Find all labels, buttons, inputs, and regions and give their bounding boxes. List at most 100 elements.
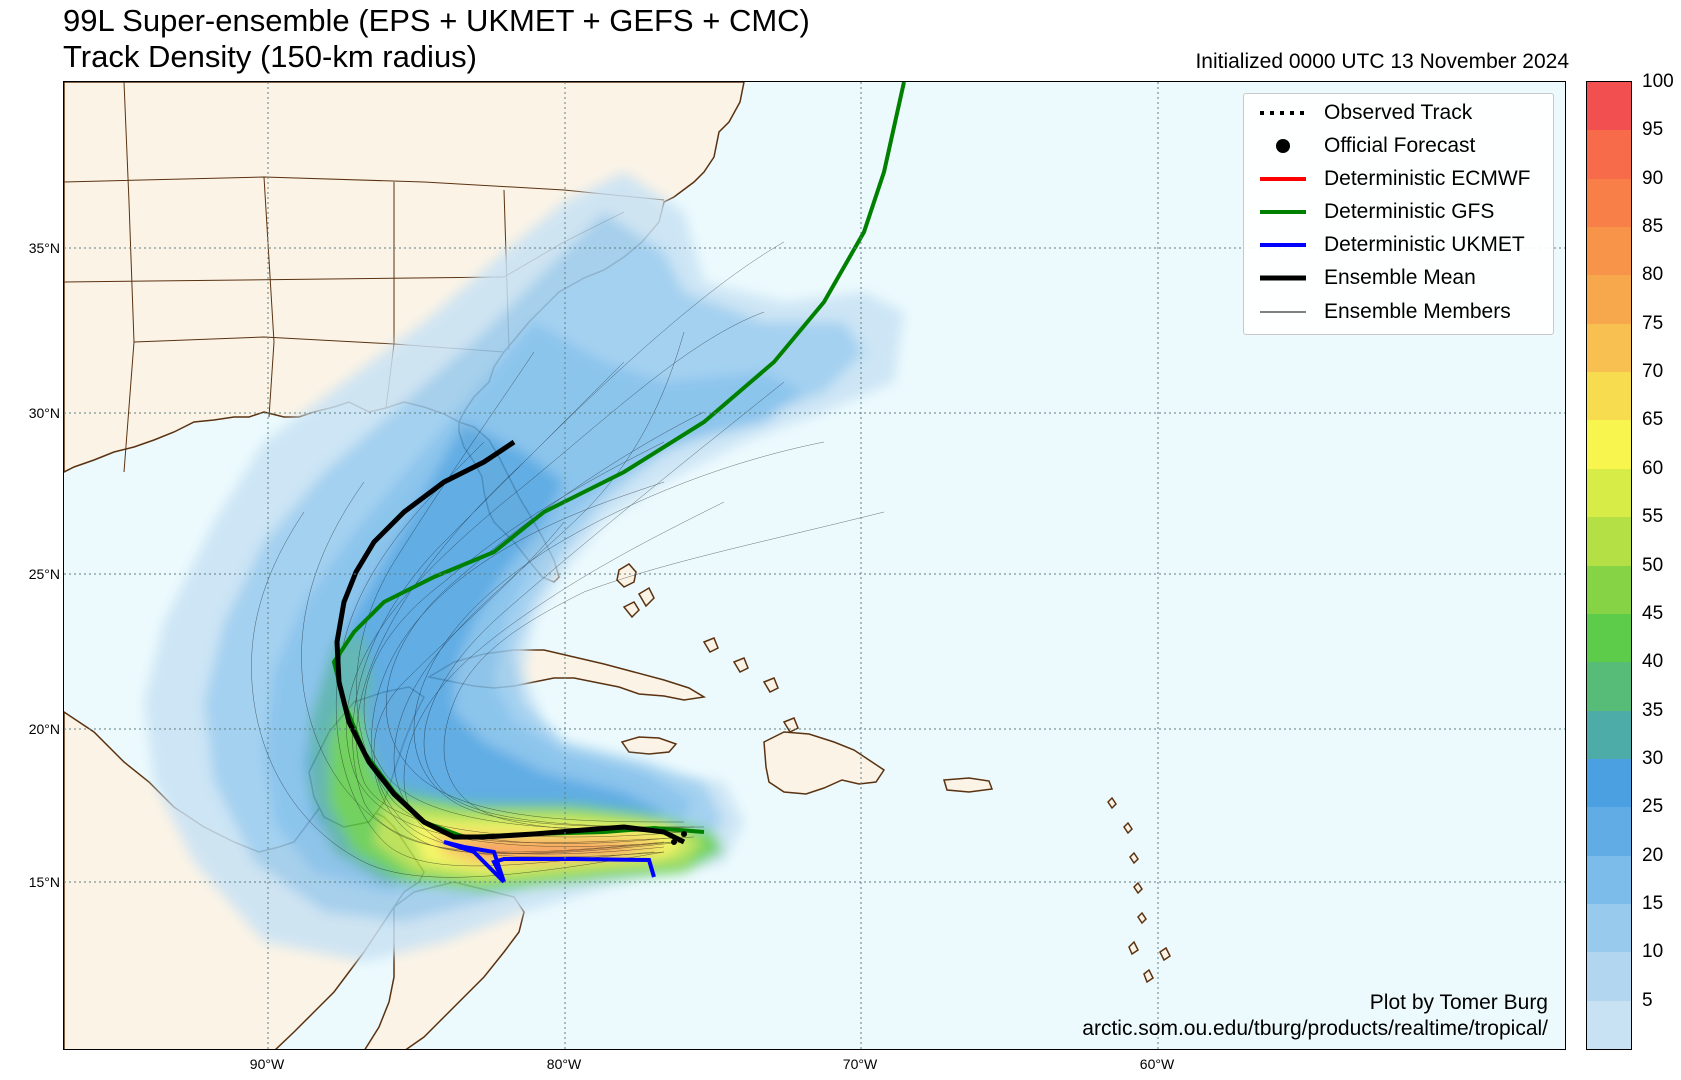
chart-subtitle: Track Density (150-km radius) xyxy=(63,39,478,74)
legend-item-ukmet: Deterministic UKMET xyxy=(1244,232,1553,258)
graticule xyxy=(64,82,1565,1049)
colorbar-segment xyxy=(1587,710,1631,760)
legend-label: Deterministic ECMWF xyxy=(1324,167,1531,190)
bahamas-island xyxy=(762,677,779,693)
colorbar-tick-label: 85 xyxy=(1642,216,1664,238)
colorbar-tick-label: 95 xyxy=(1642,119,1664,141)
colorbar-tick-label: 70 xyxy=(1642,361,1664,383)
colorbar-tick-label: 100 xyxy=(1642,71,1674,92)
lat-label-35: 35°N xyxy=(28,240,60,256)
lon-label-70w: 70°W xyxy=(842,1056,878,1072)
jamaica-island xyxy=(620,736,678,755)
colorbar-tick-label: 80 xyxy=(1642,264,1664,286)
credit-author: Plot by Tomer Burg xyxy=(1369,991,1548,1014)
colorbar-segment xyxy=(1587,420,1631,470)
colorbar-segment xyxy=(1587,903,1631,953)
colorbar-tick-label: 5 xyxy=(1642,989,1653,1011)
colorbar-segment xyxy=(1587,468,1631,518)
chart-title: 99L Super-ensemble (EPS + UKMET + GEFS +… xyxy=(63,3,810,38)
colorbar-tick-label: 35 xyxy=(1642,699,1664,721)
lat-label-20: 20°N xyxy=(28,721,60,737)
colorbar-segment xyxy=(1587,758,1631,808)
lat-label-15: 15°N xyxy=(28,874,60,890)
thin-line-icon xyxy=(1260,311,1306,313)
black-line-icon xyxy=(1260,275,1306,281)
ensemble-mean-track xyxy=(334,439,686,845)
colorbar-segment xyxy=(1587,130,1631,180)
colorbar-tick-label: 45 xyxy=(1642,602,1664,624)
legend-label: Ensemble Mean xyxy=(1324,266,1476,289)
red-line-icon xyxy=(1260,177,1306,181)
colorbar-tick-label: 25 xyxy=(1642,796,1664,818)
lesser-antilles-island xyxy=(1129,851,1139,865)
lesser-antilles-island xyxy=(1159,946,1171,962)
colorbar-segment xyxy=(1587,323,1631,373)
colorbar-tick-label: 40 xyxy=(1642,651,1664,673)
colorbar-segment xyxy=(1587,1000,1631,1050)
colorbar-segment xyxy=(1587,855,1631,905)
colorbar-tick-label: 55 xyxy=(1642,506,1664,528)
legend-label: Official Forecast xyxy=(1324,134,1476,157)
lesser-antilles-island xyxy=(1107,796,1117,810)
legend-item-gfs: Deterministic GFS xyxy=(1244,199,1553,225)
lat-label-30: 30°N xyxy=(28,405,60,421)
bahamas-island xyxy=(637,586,655,608)
bahamas-island xyxy=(702,637,719,653)
colorbar-tick-label: 65 xyxy=(1642,409,1664,431)
colorbar-segment xyxy=(1587,807,1631,857)
official-forecast-points xyxy=(671,831,687,845)
initialized-timestamp: Initialized 0000 UTC 13 November 2024 xyxy=(1195,50,1569,73)
colorbar-segment xyxy=(1587,565,1631,615)
colorbar-segment xyxy=(1587,952,1631,1002)
bahamas-island xyxy=(782,717,799,733)
colorbar-tick-label: 60 xyxy=(1642,457,1664,479)
bahamas-island xyxy=(616,563,637,588)
colorbar-tick-label: 10 xyxy=(1642,941,1664,963)
legend-item-ensemble-members: Ensemble Members xyxy=(1244,299,1553,325)
lon-label-80w: 80°W xyxy=(546,1056,582,1072)
map-canvas xyxy=(64,82,1565,1049)
colorbar-segment xyxy=(1587,82,1631,131)
density-colorbar xyxy=(1586,81,1632,1050)
colorbar-segment xyxy=(1587,227,1631,276)
colorbar-segment xyxy=(1587,372,1631,421)
legend-item-observed-track: Observed Track xyxy=(1244,100,1553,126)
lesser-antilles-island xyxy=(1143,968,1154,984)
colorbar-segment xyxy=(1587,178,1631,228)
hispaniola-island xyxy=(763,731,886,795)
puerto-rico-island xyxy=(943,777,994,793)
legend-item-ecmwf: Deterministic ECMWF xyxy=(1244,166,1553,192)
green-line-icon xyxy=(1260,210,1306,214)
map-legend: Observed Track Official Forecast Determi… xyxy=(1243,93,1554,335)
plot-credit: Plot by Tomer Burg arctic.som.ou.edu/tbu… xyxy=(1082,990,1548,1042)
colorbar-segment xyxy=(1587,613,1631,663)
legend-item-official-forecast: Official Forecast xyxy=(1244,133,1553,159)
lesser-antilles-island xyxy=(1128,940,1139,956)
dot-icon xyxy=(1276,139,1290,153)
legend-label: Ensemble Members xyxy=(1324,300,1511,323)
bahamas-island xyxy=(732,657,749,673)
legend-label: Deterministic GFS xyxy=(1324,200,1495,223)
colorbar-segment xyxy=(1587,275,1631,325)
lesser-antilles-island xyxy=(1123,821,1133,835)
colorbar-tick-label: 75 xyxy=(1642,312,1664,334)
colorbar-segment xyxy=(1587,662,1631,712)
lon-label-90w: 90°W xyxy=(249,1056,285,1072)
colorbar-tick-label: 20 xyxy=(1642,844,1664,866)
credit-url: arctic.som.ou.edu/tburg/products/realtim… xyxy=(1082,1017,1548,1040)
lon-label-60w: 60°W xyxy=(1139,1056,1175,1072)
legend-label: Deterministic UKMET xyxy=(1324,233,1525,256)
lat-label-25: 25°N xyxy=(28,566,60,582)
bahamas-island xyxy=(622,601,640,619)
colorbar-tick-label: 15 xyxy=(1642,892,1664,914)
legend-item-ensemble-mean: Ensemble Mean xyxy=(1244,265,1553,291)
lesser-antilles-island xyxy=(1137,911,1147,925)
legend-label: Observed Track xyxy=(1324,101,1473,124)
colorbar-tick-label: 50 xyxy=(1642,554,1664,576)
dotted-line-icon xyxy=(1260,111,1306,115)
colorbar-segment xyxy=(1587,517,1631,566)
colorbar-tick-label: 30 xyxy=(1642,747,1664,769)
colorbar-tick-label: 90 xyxy=(1642,167,1664,189)
ensemble-member-tracks xyxy=(251,241,885,878)
lesser-antilles-island xyxy=(1133,881,1143,895)
